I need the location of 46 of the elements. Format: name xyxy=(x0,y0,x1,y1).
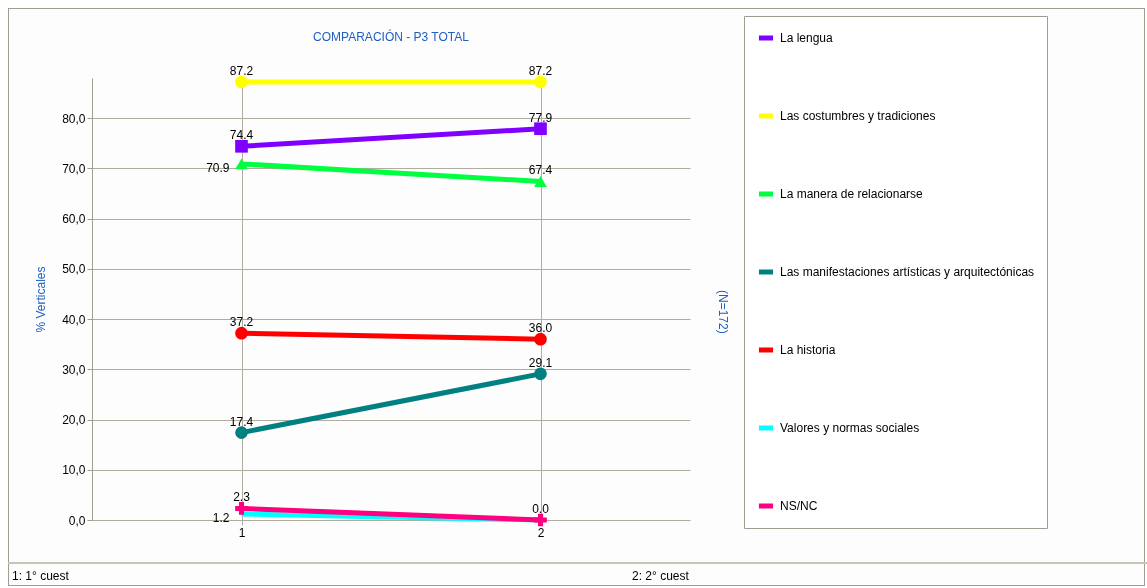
legend-label: La manera de relacionarse xyxy=(780,187,924,201)
y-tick-label: 10,0 xyxy=(62,463,86,478)
data-label: 17.4 xyxy=(229,414,254,429)
data-label: 74.4 xyxy=(229,128,254,143)
legend-label: La historia xyxy=(780,343,836,357)
legend-label: NS/NC xyxy=(780,499,818,513)
point xyxy=(534,367,547,381)
data-label: 67.4 xyxy=(528,163,553,178)
x-tick-label: 2 xyxy=(537,525,545,540)
point xyxy=(235,326,248,340)
data-label: 2.3 xyxy=(233,490,251,505)
y-tick-label: 60,0 xyxy=(62,212,86,227)
point xyxy=(235,502,248,515)
y-tick-label: 40,0 xyxy=(62,312,86,327)
data-label: 0.0 xyxy=(532,502,550,516)
data-label: 87.2 xyxy=(528,64,553,79)
data-label: 36.0 xyxy=(528,321,553,336)
y-tick-label: 20,0 xyxy=(62,413,86,428)
y-tick-label: 0,0 xyxy=(68,513,86,528)
y-axis-title: % Verticales xyxy=(34,266,49,333)
point xyxy=(235,426,248,439)
legend-label: Valores y normas sociales xyxy=(780,421,920,435)
point xyxy=(235,139,248,153)
y-tick-label: 50,0 xyxy=(62,262,86,277)
data-label: 87.2 xyxy=(229,64,254,79)
data-label: 37.2 xyxy=(229,315,254,330)
x-tick-label: 1 xyxy=(238,525,246,540)
data-label: 1.2 xyxy=(212,510,230,525)
y2-axis-title: (N=172) xyxy=(716,290,730,334)
legend-label: La lengua xyxy=(780,31,834,45)
text: 1: 1° cuest xyxy=(12,569,69,583)
data-label: 29.1 xyxy=(528,355,553,370)
point xyxy=(235,75,248,89)
legend-label: Las costumbres y tradiciones xyxy=(780,109,936,123)
point xyxy=(534,122,547,136)
y-tick-label: 70,0 xyxy=(62,161,86,176)
y-tick-label: 80,0 xyxy=(62,111,86,126)
text: 2: 2° cuest xyxy=(632,569,689,583)
point xyxy=(534,75,547,89)
data-label: 77.9 xyxy=(528,110,553,125)
point xyxy=(534,513,547,527)
data-label: 70.9 xyxy=(206,160,230,175)
y-tick-label: 30,0 xyxy=(62,362,86,377)
point xyxy=(534,332,547,346)
legend-label: Las manifestaciones artísticas y arquitectónicas xyxy=(780,265,1035,279)
chart-title: COMPARACIÓN - P3 TOTAL xyxy=(312,30,470,44)
